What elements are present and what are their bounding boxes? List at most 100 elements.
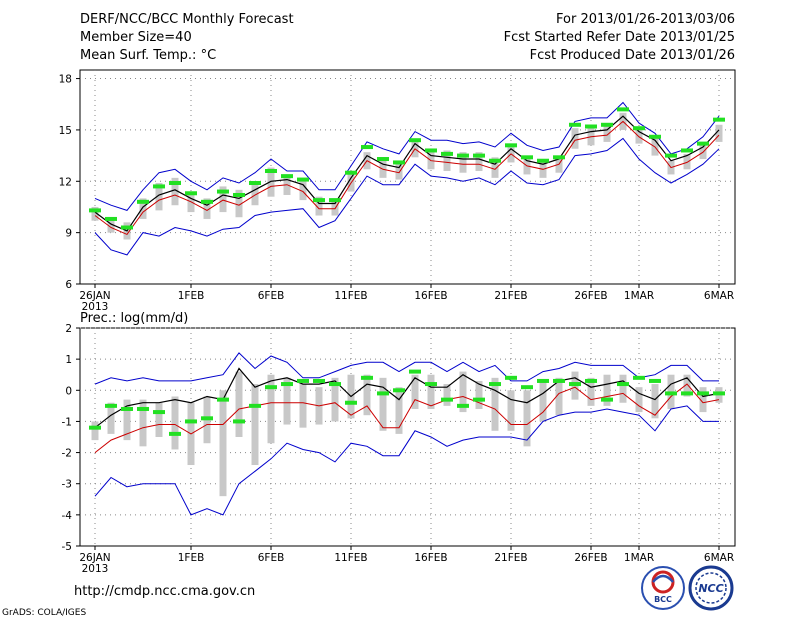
temp-box-day-15 — [331, 198, 339, 216]
precip-y-tick-label: 2 — [65, 323, 72, 335]
precip-lower-line — [94, 405, 719, 516]
temp-box-day-39 — [715, 124, 723, 142]
temp-y-tick-label: 18 — [59, 74, 72, 86]
precip-box-day-17 — [363, 374, 371, 416]
temp-obs-marker-day-10 — [249, 180, 261, 185]
temp-box-day-1 — [107, 217, 115, 233]
temp-box-day-30 — [571, 128, 579, 149]
precip-x-tick-label: 26JAN — [79, 552, 110, 564]
temp-box-day-21 — [427, 150, 435, 170]
temp-box-day-38 — [699, 141, 707, 160]
temp-obs-marker-day-2 — [121, 225, 133, 230]
precip-x-tick-label: 1FEB — [178, 552, 205, 564]
temp-box-day-22 — [443, 150, 451, 172]
precip-obs-marker-day-3 — [137, 406, 149, 411]
temp-obs-marker-day-7 — [201, 199, 213, 204]
precip-obs-marker-day-24 — [473, 397, 485, 402]
temp-x-tick-label: 1FEB — [178, 290, 205, 302]
temp-median-line — [94, 120, 720, 236]
bcc-logo: BCC — [641, 566, 685, 610]
temp-obs-marker-day-23 — [457, 153, 469, 158]
precip-box-day-34 — [635, 387, 643, 413]
precip-box-day-26 — [507, 390, 515, 431]
source-url: http://cmdp.ncc.cma.gov.cn — [74, 584, 255, 599]
forecast-produced-date: Fcst Produced Date 2013/01/26 — [530, 48, 735, 63]
precip-y-tick-label: -4 — [62, 510, 73, 522]
precip-box-day-15 — [331, 377, 339, 422]
precip-x-tick-label: 1MAR — [624, 552, 654, 564]
temp-box-day-28 — [539, 159, 547, 178]
temp-box-day-32 — [603, 124, 611, 142]
precip-obs-marker-day-16 — [345, 400, 357, 405]
temp-box-day-3 — [139, 198, 147, 219]
temp-box-day-27 — [523, 155, 531, 175]
precip-obs-marker-day-7 — [201, 416, 213, 421]
temp-obs-marker-day-5 — [169, 180, 181, 185]
temp-x-tick-label: 16FEB — [414, 290, 447, 302]
precip-box-day-23 — [459, 371, 467, 413]
temp-obs-marker-day-3 — [137, 199, 149, 204]
precip-obs-marker-day-4 — [153, 410, 165, 415]
temp-obs-marker-day-21 — [425, 148, 437, 153]
precip-obs-marker-day-6 — [185, 419, 197, 424]
temp-box-day-10 — [251, 181, 259, 206]
ncc-logo-text: NCC — [698, 582, 723, 595]
precip-box-day-24 — [475, 380, 483, 409]
temp-x-tick-label: 6FEB — [258, 290, 285, 302]
figure-title: DERF/NCC/BCC Monthly Forecast — [80, 12, 294, 27]
precip-y-tick-label: 0 — [65, 385, 72, 397]
precip-box-day-2 — [123, 399, 131, 441]
temp-box-day-26 — [507, 143, 515, 163]
precip-y-tick-label: -5 — [62, 541, 72, 553]
precip-obs-marker-day-30 — [569, 382, 581, 387]
precip-x-tick-label: 21FEB — [494, 552, 527, 564]
variable-label: Mean Surf. Temp.: °C — [80, 48, 216, 63]
temp-obs-marker-day-17 — [361, 145, 373, 150]
precip-obs-marker-day-22 — [441, 397, 453, 402]
precip-box-day-20 — [411, 374, 419, 409]
precip-box-day-12 — [283, 377, 291, 425]
temp-box-day-34 — [635, 128, 643, 144]
precip-obs-marker-day-1 — [105, 403, 117, 408]
temp-obs-marker-day-8 — [217, 189, 229, 194]
precip-box-day-3 — [139, 399, 147, 447]
precip-box-day-19 — [395, 387, 403, 434]
precip-obs-marker-day-28 — [537, 378, 549, 383]
temp-obs-marker-day-38 — [697, 141, 709, 146]
precip-box-day-29 — [555, 377, 563, 416]
precip-obs-marker-day-25 — [489, 382, 501, 387]
precip-y-tick-label: -3 — [62, 479, 72, 491]
temp-box-day-8 — [219, 186, 227, 213]
precip-box-day-35 — [651, 384, 659, 419]
temp-box-day-13 — [299, 177, 307, 201]
precip-year-label: 2013 — [82, 563, 109, 575]
precip-obs-marker-day-31 — [585, 378, 597, 383]
precip-obs-marker-day-20 — [409, 369, 421, 374]
temp-obs-marker-day-11 — [265, 169, 277, 174]
precip-x-tick-label: 6FEB — [258, 552, 285, 564]
precip-variable-label: Prec.: log(mm/d) — [80, 311, 188, 326]
precip-x-tick-label: 26FEB — [574, 552, 607, 564]
precip-obs-marker-day-2 — [121, 406, 133, 411]
temp-obs-marker-day-32 — [601, 122, 613, 127]
precip-obs-marker-day-19 — [393, 388, 405, 393]
precip-box-day-13 — [299, 384, 307, 428]
precip-obs-marker-day-9 — [233, 419, 245, 424]
temp-obs-marker-day-27 — [521, 155, 533, 160]
precip-box-day-28 — [539, 380, 547, 422]
precip-plot-frame — [79, 327, 736, 547]
temp-x-tick-label: 26JAN — [79, 290, 110, 302]
temp-obs-marker-day-25 — [489, 158, 501, 163]
temp-obs-marker-day-18 — [377, 157, 389, 162]
temp-obs-marker-day-14 — [313, 198, 325, 203]
precip-box-day-11 — [267, 374, 275, 444]
temp-box-day-14 — [315, 196, 323, 216]
temp-obs-marker-day-4 — [153, 184, 165, 189]
precip-obs-marker-day-0 — [89, 425, 101, 430]
precipitation-panel: -5 -4 -3 -2 -1 0 1 2 26JAN 1FEB 6FEB 11FEB 16FEB 21FE… — [62, 323, 736, 575]
temp-box-day-37 — [683, 153, 691, 170]
precip-obs-marker-day-26 — [505, 375, 517, 380]
precip-box-day-5 — [171, 396, 179, 450]
forecast-started-date: Fcst Started Refer Date 2013/01/25 — [504, 30, 735, 45]
